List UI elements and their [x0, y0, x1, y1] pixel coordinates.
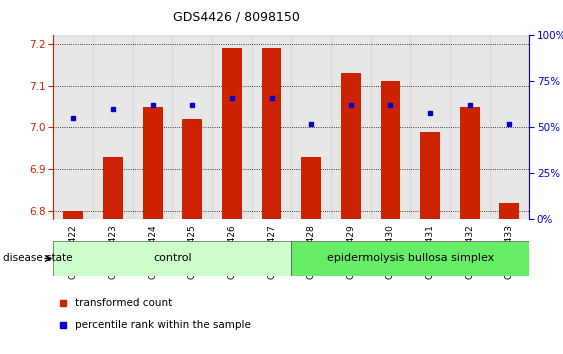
Bar	[182, 119, 202, 219]
Text: disease state: disease state	[3, 253, 72, 263]
Bar	[460, 107, 480, 219]
Bar	[450, 35, 490, 219]
Bar	[53, 35, 93, 219]
Bar	[142, 107, 163, 219]
Bar	[370, 35, 410, 219]
Bar	[410, 35, 450, 219]
Bar	[499, 203, 519, 219]
Bar	[212, 35, 252, 219]
Bar	[64, 211, 83, 219]
Bar	[222, 48, 242, 219]
Bar	[331, 35, 370, 219]
Text: GDS4426 / 8098150: GDS4426 / 8098150	[173, 11, 300, 24]
Bar	[133, 35, 172, 219]
Text: percentile rank within the sample: percentile rank within the sample	[75, 320, 251, 330]
Text: epidermolysis bullosa simplex: epidermolysis bullosa simplex	[327, 253, 494, 263]
Bar	[172, 35, 212, 219]
Bar	[53, 241, 292, 276]
Bar	[420, 132, 440, 219]
Bar	[381, 81, 400, 219]
Bar	[341, 73, 361, 219]
Text: control: control	[153, 253, 192, 263]
Bar	[292, 241, 529, 276]
Bar	[301, 157, 321, 219]
Text: transformed count: transformed count	[75, 298, 172, 308]
Bar	[490, 35, 529, 219]
Bar	[103, 157, 123, 219]
Bar	[252, 35, 292, 219]
Bar	[262, 48, 282, 219]
Bar	[93, 35, 133, 219]
Bar	[292, 35, 331, 219]
